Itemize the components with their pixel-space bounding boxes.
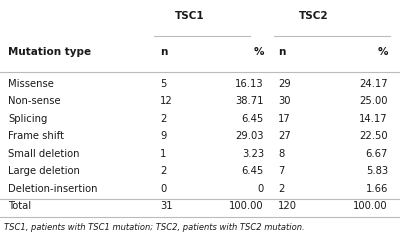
Text: Non-sense: Non-sense — [8, 96, 61, 106]
Text: TSC1, patients with TSC1 mutation; TSC2, patients with TSC2 mutation.: TSC1, patients with TSC1 mutation; TSC2,… — [4, 223, 305, 232]
Text: 100.00: 100.00 — [229, 201, 264, 211]
Text: %: % — [254, 47, 264, 57]
Text: n: n — [160, 47, 167, 57]
Text: Large deletion: Large deletion — [8, 166, 80, 176]
Text: 16.13: 16.13 — [235, 79, 264, 89]
Text: 7: 7 — [278, 166, 284, 176]
Text: Mutation type: Mutation type — [8, 47, 91, 57]
Text: 6.45: 6.45 — [242, 166, 264, 176]
Text: 3.23: 3.23 — [242, 149, 264, 159]
Text: 29.03: 29.03 — [236, 131, 264, 141]
Text: TSC2: TSC2 — [299, 11, 329, 21]
Text: 120: 120 — [278, 201, 297, 211]
Text: 2: 2 — [160, 114, 166, 124]
Text: %: % — [378, 47, 388, 57]
Text: 8: 8 — [278, 149, 284, 159]
Text: Total: Total — [8, 201, 31, 211]
Text: TSC1: TSC1 — [175, 11, 205, 21]
Text: Deletion-insertion: Deletion-insertion — [8, 184, 98, 194]
Text: 27: 27 — [278, 131, 291, 141]
Text: 29: 29 — [278, 79, 291, 89]
Text: 17: 17 — [278, 114, 291, 124]
Text: 24.17: 24.17 — [359, 79, 388, 89]
Text: 6.45: 6.45 — [242, 114, 264, 124]
Text: Small deletion: Small deletion — [8, 149, 80, 159]
Text: 38.71: 38.71 — [236, 96, 264, 106]
Text: 31: 31 — [160, 201, 173, 211]
Text: 25.00: 25.00 — [360, 96, 388, 106]
Text: 2: 2 — [278, 184, 284, 194]
Text: 5: 5 — [160, 79, 166, 89]
Text: 0: 0 — [160, 184, 166, 194]
Text: 2: 2 — [160, 166, 166, 176]
Text: 100.00: 100.00 — [353, 201, 388, 211]
Text: 0: 0 — [258, 184, 264, 194]
Text: 30: 30 — [278, 96, 290, 106]
Text: 14.17: 14.17 — [359, 114, 388, 124]
Text: 1: 1 — [160, 149, 166, 159]
Text: 5.83: 5.83 — [366, 166, 388, 176]
Text: 9: 9 — [160, 131, 166, 141]
Text: Frame shift: Frame shift — [8, 131, 64, 141]
Text: 12: 12 — [160, 96, 173, 106]
Text: Splicing: Splicing — [8, 114, 47, 124]
Text: Missense: Missense — [8, 79, 54, 89]
Text: n: n — [278, 47, 285, 57]
Text: 22.50: 22.50 — [359, 131, 388, 141]
Text: 1.66: 1.66 — [366, 184, 388, 194]
Text: 6.67: 6.67 — [366, 149, 388, 159]
